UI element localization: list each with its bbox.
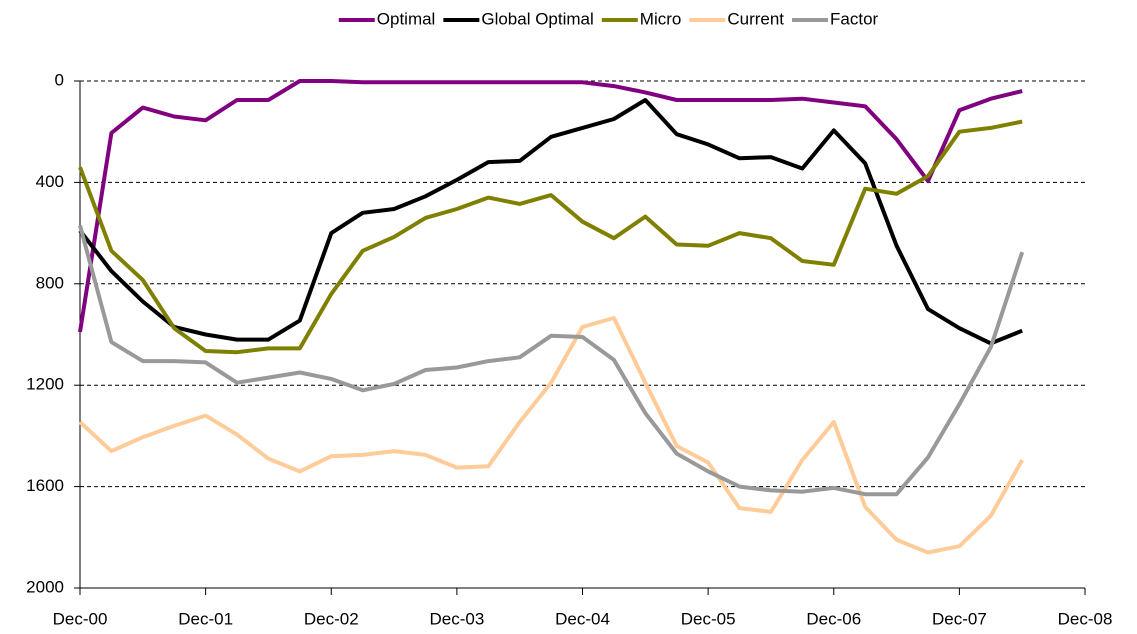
legend-label: Micro — [640, 9, 682, 28]
legend-label: Current — [727, 9, 784, 28]
x-tick-label: Dec-08 — [1058, 609, 1113, 628]
y-tick-label: 1200 — [26, 375, 64, 394]
x-tick-label: Dec-04 — [555, 609, 610, 628]
series-line — [78, 119, 1023, 355]
y-tick-label: 0 — [55, 70, 64, 89]
x-tick-label: Dec-07 — [932, 609, 987, 628]
y-tick-label: 1600 — [26, 476, 64, 495]
legend-label: Factor — [830, 9, 879, 28]
series-line — [78, 316, 1024, 555]
x-tick-label: Dec-03 — [429, 609, 484, 628]
legend-label: Global Optimal — [481, 9, 593, 28]
series-line — [78, 79, 1023, 333]
series-line — [78, 224, 1025, 497]
x-tick-label: Dec-06 — [806, 609, 861, 628]
y-tick-label: 2000 — [26, 577, 64, 596]
x-tick-label: Dec-02 — [304, 609, 359, 628]
legend-label: Optimal — [377, 9, 436, 28]
x-tick-label: Dec-05 — [681, 609, 736, 628]
y-tick-label: 800 — [36, 273, 64, 292]
y-tick-label: 400 — [36, 172, 64, 191]
series-line — [78, 98, 1023, 346]
x-tick-label: Dec-00 — [53, 609, 108, 628]
x-tick-label: Dec-01 — [178, 609, 233, 628]
